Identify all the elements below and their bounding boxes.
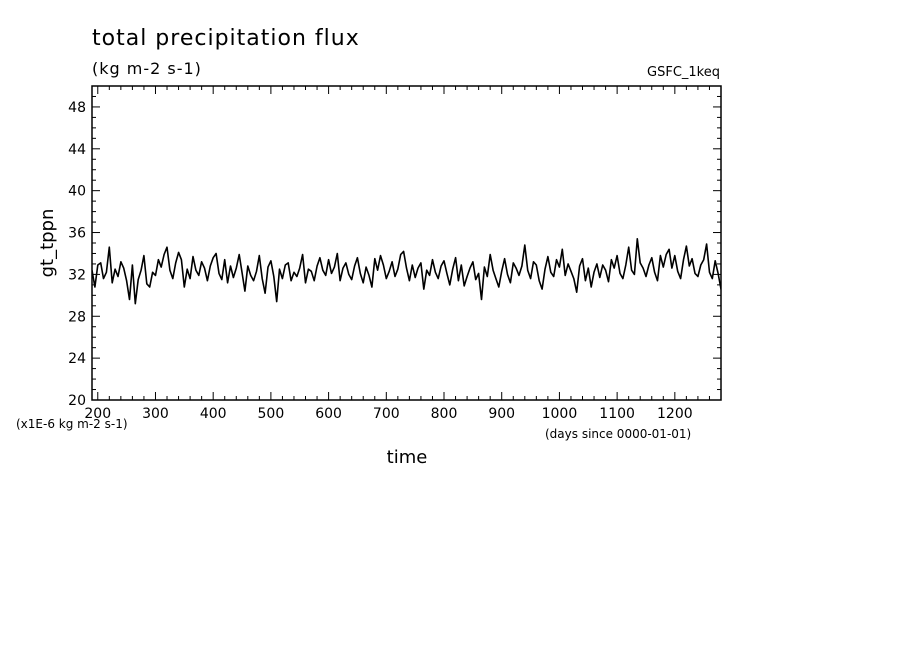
y-unit-note: (x1E-6 kg m-2 s-1) — [16, 417, 128, 431]
y-tick-label: 40 — [68, 184, 86, 200]
y-tick-label: 36 — [68, 226, 86, 242]
x-tick-label: 1100 — [599, 406, 635, 422]
chart-subtitle: (kg m-2 s-1) — [92, 59, 202, 78]
x-tick-label: 500 — [258, 406, 285, 422]
x-tick-label: 1000 — [542, 406, 578, 422]
y-tick-label: 20 — [68, 393, 86, 409]
axis-tick-labels: 200 300 400 500 600 700 800 900 1000 1100 1200 20 24… — [68, 100, 692, 422]
y-tick-label: 48 — [68, 100, 86, 116]
y-axis-title: gt_tppn — [37, 209, 58, 278]
x-unit-note: (days since 0000-01-01) — [545, 427, 691, 441]
y-tick-label: 24 — [68, 351, 86, 367]
x-tick-label: 900 — [488, 406, 515, 422]
x-tick-label: 600 — [315, 406, 342, 422]
x-tick-label: 800 — [431, 406, 458, 422]
dataset-tag: GSFC_1keq — [647, 65, 720, 80]
x-tick-label: 200 — [84, 406, 111, 422]
series-layer — [92, 238, 721, 305]
x-axis-title: time — [387, 447, 428, 468]
y-tick-label: 44 — [68, 142, 86, 158]
x-tick-label: 1200 — [657, 406, 693, 422]
x-tick-label: 700 — [373, 406, 400, 422]
chart-title: total precipitation flux — [92, 26, 360, 51]
plot-area-frame — [91, 85, 722, 401]
x-tick-label: 400 — [200, 406, 227, 422]
y-tick-label: 32 — [68, 267, 86, 283]
x-tick-label: 300 — [142, 406, 169, 422]
series-line — [92, 238, 721, 305]
y-tick-label: 28 — [68, 309, 86, 325]
